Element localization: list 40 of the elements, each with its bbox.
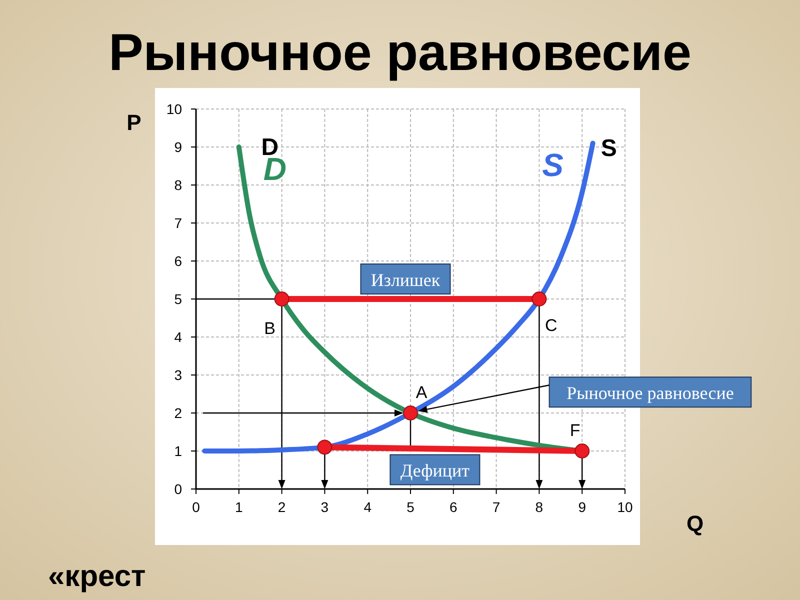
- chart-title: Рыночное равновесие: [108, 24, 692, 82]
- text: «крест: [48, 560, 146, 593]
- x-tick-label: 4: [364, 499, 372, 515]
- y-tick-label: 4: [174, 329, 182, 345]
- y-tick-label: 5: [174, 291, 182, 307]
- annotation: Дефицит: [400, 460, 470, 481]
- x-tick-label: 0: [192, 499, 200, 515]
- y-tick-label: 2: [174, 405, 182, 421]
- y-tick-label: 9: [174, 139, 182, 155]
- y-tick-label: 3: [174, 367, 182, 383]
- x-tick-label: 5: [406, 499, 415, 515]
- point: [317, 440, 332, 455]
- point: [532, 292, 547, 306]
- x-tick-label: 8: [535, 499, 544, 515]
- point: [274, 292, 290, 306]
- annotation: B: [264, 318, 276, 338]
- annotation: Излишек: [370, 270, 440, 290]
- annotation: A: [416, 382, 428, 402]
- annotation: S: [600, 134, 617, 162]
- y-tick-label: 8: [174, 177, 182, 193]
- y-tick-label: 7: [174, 215, 182, 231]
- y-tick-label: 6: [174, 253, 182, 269]
- y-tick-label: 0: [174, 481, 182, 497]
- x-tick-label: 2: [278, 499, 286, 515]
- point: [403, 406, 418, 420]
- x-tick-label: 3: [320, 499, 329, 515]
- x-tick-label: 6: [450, 499, 458, 515]
- x-axis-title: Q: [686, 510, 704, 536]
- y-tick-label: 10: [166, 101, 182, 117]
- x-tick-label: 7: [492, 499, 500, 515]
- y-tick-label: 1: [174, 443, 182, 459]
- annotation: F: [570, 420, 580, 440]
- x-tick-label: 1: [235, 499, 243, 515]
- point: [574, 444, 590, 458]
- y-axis-title: P: [126, 110, 142, 134]
- x-tick-label: 10: [617, 499, 633, 515]
- annotation: Рыночное равновесие: [566, 383, 734, 404]
- series-label: S: [542, 147, 564, 184]
- x-tick-label: 9: [578, 499, 586, 515]
- annotation: C: [545, 316, 558, 334]
